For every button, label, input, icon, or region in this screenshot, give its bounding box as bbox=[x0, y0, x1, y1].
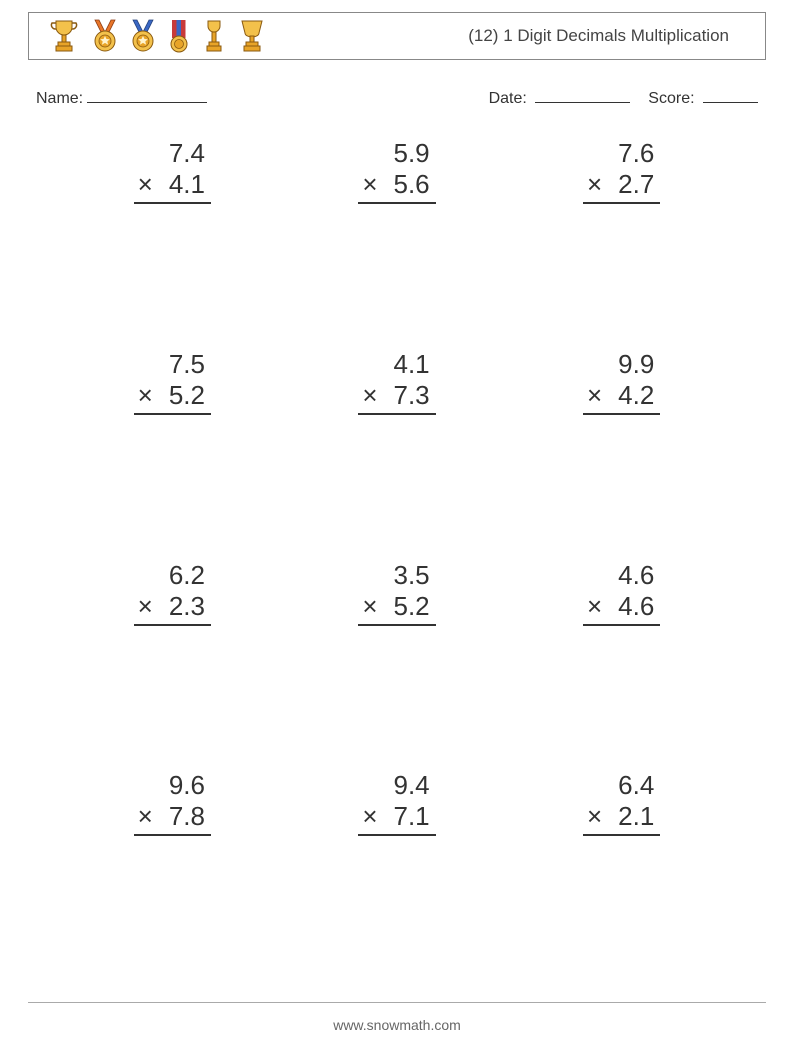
multiplier-row: × 5.2 bbox=[358, 591, 435, 626]
problem-cell: 9.4× 7.1 bbox=[285, 762, 510, 973]
problem-cell: 7.5× 5.2 bbox=[60, 341, 285, 552]
multiplicand: 6.4 bbox=[583, 770, 660, 801]
footer-divider bbox=[28, 1002, 766, 1003]
header-box: (12) 1 Digit Decimals Multiplication bbox=[28, 12, 766, 60]
multiplier-row: × 7.8 bbox=[134, 801, 211, 836]
multiplicand: 7.6 bbox=[583, 138, 660, 169]
multiplicand: 5.9 bbox=[358, 138, 435, 169]
trophy-wide-icon bbox=[237, 18, 267, 54]
multiplicand: 7.4 bbox=[134, 138, 211, 169]
multiplier-row: × 2.3 bbox=[134, 591, 211, 626]
date-label: Date: bbox=[489, 90, 527, 107]
operator: × bbox=[362, 801, 377, 832]
problem-cell: 9.9× 4.2 bbox=[509, 341, 734, 552]
date-field: Date: bbox=[489, 90, 631, 108]
multiplicand: 4.6 bbox=[583, 560, 660, 591]
problem-cell: 6.2× 2.3 bbox=[60, 552, 285, 763]
multiplication-problem: 5.9× 5.6 bbox=[358, 138, 435, 204]
multiplication-problem: 9.9× 4.2 bbox=[583, 349, 660, 415]
name-label: Name: bbox=[36, 90, 83, 108]
name-field: Name: bbox=[36, 90, 207, 108]
problem-cell: 9.6× 7.8 bbox=[60, 762, 285, 973]
score-label: Score: bbox=[648, 90, 694, 107]
multiplier: 4.1 bbox=[169, 169, 205, 200]
operator: × bbox=[138, 801, 153, 832]
multiplier-row: × 4.6 bbox=[583, 591, 660, 626]
problem-cell: 3.5× 5.2 bbox=[285, 552, 510, 763]
multiplicand: 7.5 bbox=[134, 349, 211, 380]
multiplier-row: × 2.7 bbox=[583, 169, 660, 204]
medal-orange-icon bbox=[91, 18, 119, 54]
multiplier: 4.2 bbox=[618, 380, 654, 411]
multiplication-problem: 4.6×4.6 bbox=[583, 560, 660, 626]
multiplier-row: × 4.1 bbox=[134, 169, 211, 204]
problem-cell: 7.6× 2.7 bbox=[509, 130, 734, 341]
header-icons bbox=[47, 18, 267, 54]
ribbon-medal-icon bbox=[167, 18, 191, 54]
score-blank[interactable] bbox=[703, 102, 758, 103]
date-blank[interactable] bbox=[535, 102, 630, 103]
trophy-handles-icon bbox=[47, 18, 81, 54]
multiplier: 2.7 bbox=[618, 169, 654, 200]
multiplication-problem: 3.5× 5.2 bbox=[358, 560, 435, 626]
problem-cell: 7.4× 4.1 bbox=[60, 130, 285, 341]
operator: × bbox=[587, 380, 602, 411]
multiplication-problem: 9.6× 7.8 bbox=[134, 770, 211, 836]
operator: × bbox=[138, 380, 153, 411]
multiplicand: 6.2 bbox=[134, 560, 211, 591]
operator: × bbox=[362, 591, 377, 622]
operator: × bbox=[138, 591, 153, 622]
multiplier-row: × 5.2 bbox=[134, 380, 211, 415]
operator: × bbox=[362, 169, 377, 200]
footer-url: www.snowmath.com bbox=[0, 1017, 794, 1033]
multiplication-problem: 7.6× 2.7 bbox=[583, 138, 660, 204]
multiplier-row: × 5.6 bbox=[358, 169, 435, 204]
info-row: Name: Date: Score: bbox=[36, 90, 758, 108]
name-blank[interactable] bbox=[87, 102, 207, 103]
multiplicand: 9.9 bbox=[583, 349, 660, 380]
multiplier: 4.6 bbox=[618, 591, 654, 622]
multiplication-problem: 7.5× 5.2 bbox=[134, 349, 211, 415]
operator: × bbox=[587, 591, 602, 622]
operator: × bbox=[362, 380, 377, 411]
multiplicand: 4.1 bbox=[358, 349, 435, 380]
operator: × bbox=[138, 169, 153, 200]
multiplier: 7.1 bbox=[394, 801, 430, 832]
multiplication-problem: 4.1× 7.3 bbox=[358, 349, 435, 415]
problem-cell: 4.1× 7.3 bbox=[285, 341, 510, 552]
multiplier: 7.3 bbox=[394, 380, 430, 411]
multiplication-problem: 7.4× 4.1 bbox=[134, 138, 211, 204]
problem-cell: 6.4× 2.1 bbox=[509, 762, 734, 973]
worksheet-title: (12) 1 Digit Decimals Multiplication bbox=[468, 26, 729, 46]
multiplier: 5.6 bbox=[394, 169, 430, 200]
multiplication-problem: 6.4× 2.1 bbox=[583, 770, 660, 836]
multiplier: 7.8 bbox=[169, 801, 205, 832]
multiplicand: 9.4 bbox=[358, 770, 435, 801]
score-field: Score: bbox=[648, 90, 758, 108]
multiplication-problem: 9.4× 7.1 bbox=[358, 770, 435, 836]
problem-cell: 5.9× 5.6 bbox=[285, 130, 510, 341]
operator: × bbox=[587, 801, 602, 832]
multiplicand: 9.6 bbox=[134, 770, 211, 801]
trophy-slim-icon bbox=[201, 18, 227, 54]
multiplier-row: × 7.1 bbox=[358, 801, 435, 836]
multiplier: 2.1 bbox=[618, 801, 654, 832]
multiplier-row: × 7.3 bbox=[358, 380, 435, 415]
multiplier: 5.2 bbox=[169, 380, 205, 411]
multiplication-problem: 6.2× 2.3 bbox=[134, 560, 211, 626]
multiplier: 2.3 bbox=[169, 591, 205, 622]
multiplier-row: × 4.2 bbox=[583, 380, 660, 415]
operator: × bbox=[587, 169, 602, 200]
multiplicand: 3.5 bbox=[358, 560, 435, 591]
multiplier-row: × 2.1 bbox=[583, 801, 660, 836]
medal-blue-icon bbox=[129, 18, 157, 54]
problem-cell: 4.6×4.6 bbox=[509, 552, 734, 763]
multiplier: 5.2 bbox=[394, 591, 430, 622]
problems-grid: 7.4×4.15.9×5.67.6×2.77.5×5.24.1×7.39.9×4… bbox=[60, 130, 734, 973]
